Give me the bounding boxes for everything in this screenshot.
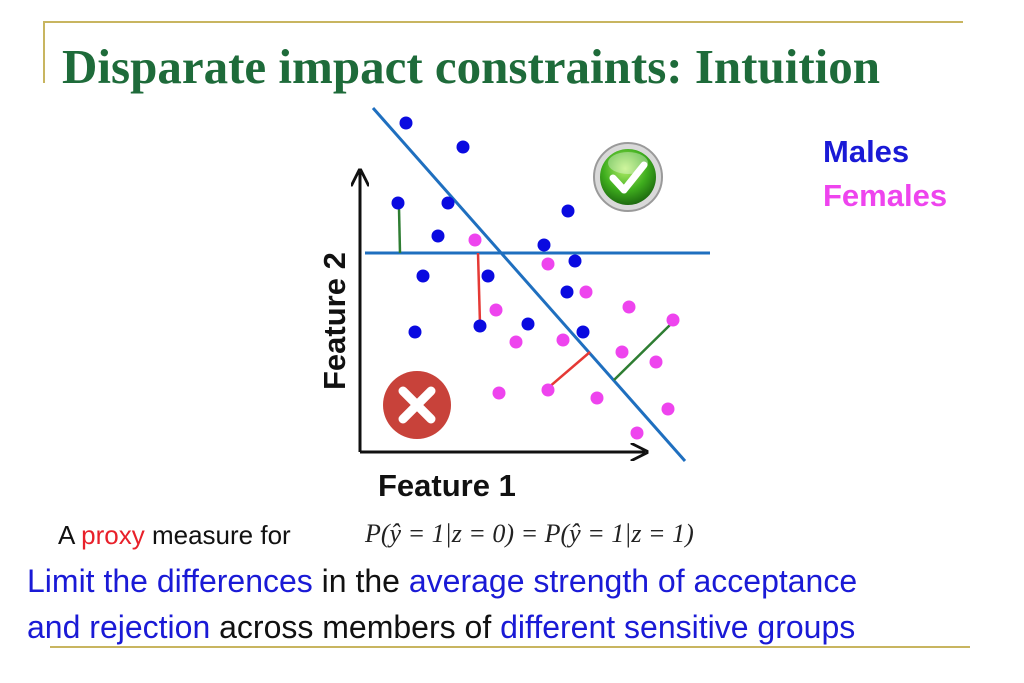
caption-highlight: proxy: [81, 520, 145, 550]
male-point: [416, 269, 430, 283]
female-point: [661, 402, 675, 416]
distance-line-green: [613, 321, 674, 381]
male-point: [521, 317, 535, 331]
female-point: [541, 257, 555, 271]
female-point: [579, 285, 593, 299]
summary-phrase: Limit the differences: [27, 563, 313, 599]
male-point: [441, 196, 455, 210]
female-point: [468, 233, 482, 247]
legend-males: Males: [823, 134, 910, 169]
female-point: [492, 386, 506, 400]
male-points: [391, 116, 590, 339]
female-point: [666, 313, 680, 327]
summary-phrase: in the: [312, 563, 409, 599]
male-point: [408, 325, 422, 339]
distance-line-red: [476, 252, 482, 325]
male-point: [560, 285, 574, 299]
distance-line-green: [397, 207, 402, 254]
female-point: [489, 303, 503, 317]
male-point: [568, 254, 582, 268]
female-point: [615, 345, 629, 359]
x-axis-label: Feature 1: [378, 468, 516, 503]
male-point: [431, 229, 445, 243]
summary-phrase: different sensitive groups: [500, 609, 856, 645]
caption-prefix: A: [58, 520, 74, 550]
summary-line-1: Limit the differences in the average str…: [27, 563, 857, 600]
summary-line-2: and rejection across members of differen…: [27, 609, 855, 646]
caption-suffix: measure for: [151, 520, 291, 550]
slide-title: Disparate impact constraints: Intuition: [62, 39, 881, 94]
cross-icon: [383, 371, 451, 439]
check-icon: [593, 142, 663, 212]
y-axis-label: Feature 2: [317, 252, 352, 390]
female-point: [590, 391, 604, 405]
male-point: [399, 116, 413, 130]
male-point: [481, 269, 495, 283]
male-point: [561, 204, 575, 218]
male-point: [456, 140, 470, 154]
female-points: [468, 233, 680, 440]
female-point: [622, 300, 636, 314]
frame-top-rule: [43, 21, 963, 23]
female-point: [541, 383, 555, 397]
legend-females: Females: [823, 178, 948, 213]
male-point: [391, 196, 405, 210]
formula: P(ŷ = 1|z = 0) = P(ŷ = 1|z = 1): [365, 519, 694, 548]
frame-bottom-rule: [50, 646, 970, 648]
proxy-caption: A proxy measure for: [58, 520, 291, 551]
distance-line-red: [547, 351, 591, 389]
frame-left-rule: [43, 21, 45, 83]
diagonal-boundary: [371, 107, 687, 462]
summary-phrase: average strength of acceptance: [408, 563, 858, 599]
summary-phrase: and rejection: [27, 609, 211, 645]
male-point: [576, 325, 590, 339]
male-point: [537, 238, 551, 252]
female-point: [509, 335, 523, 349]
female-point: [649, 355, 663, 369]
female-point: [630, 426, 644, 440]
summary-phrase: across members of: [210, 609, 501, 645]
female-point: [556, 333, 570, 347]
male-point: [473, 319, 487, 333]
